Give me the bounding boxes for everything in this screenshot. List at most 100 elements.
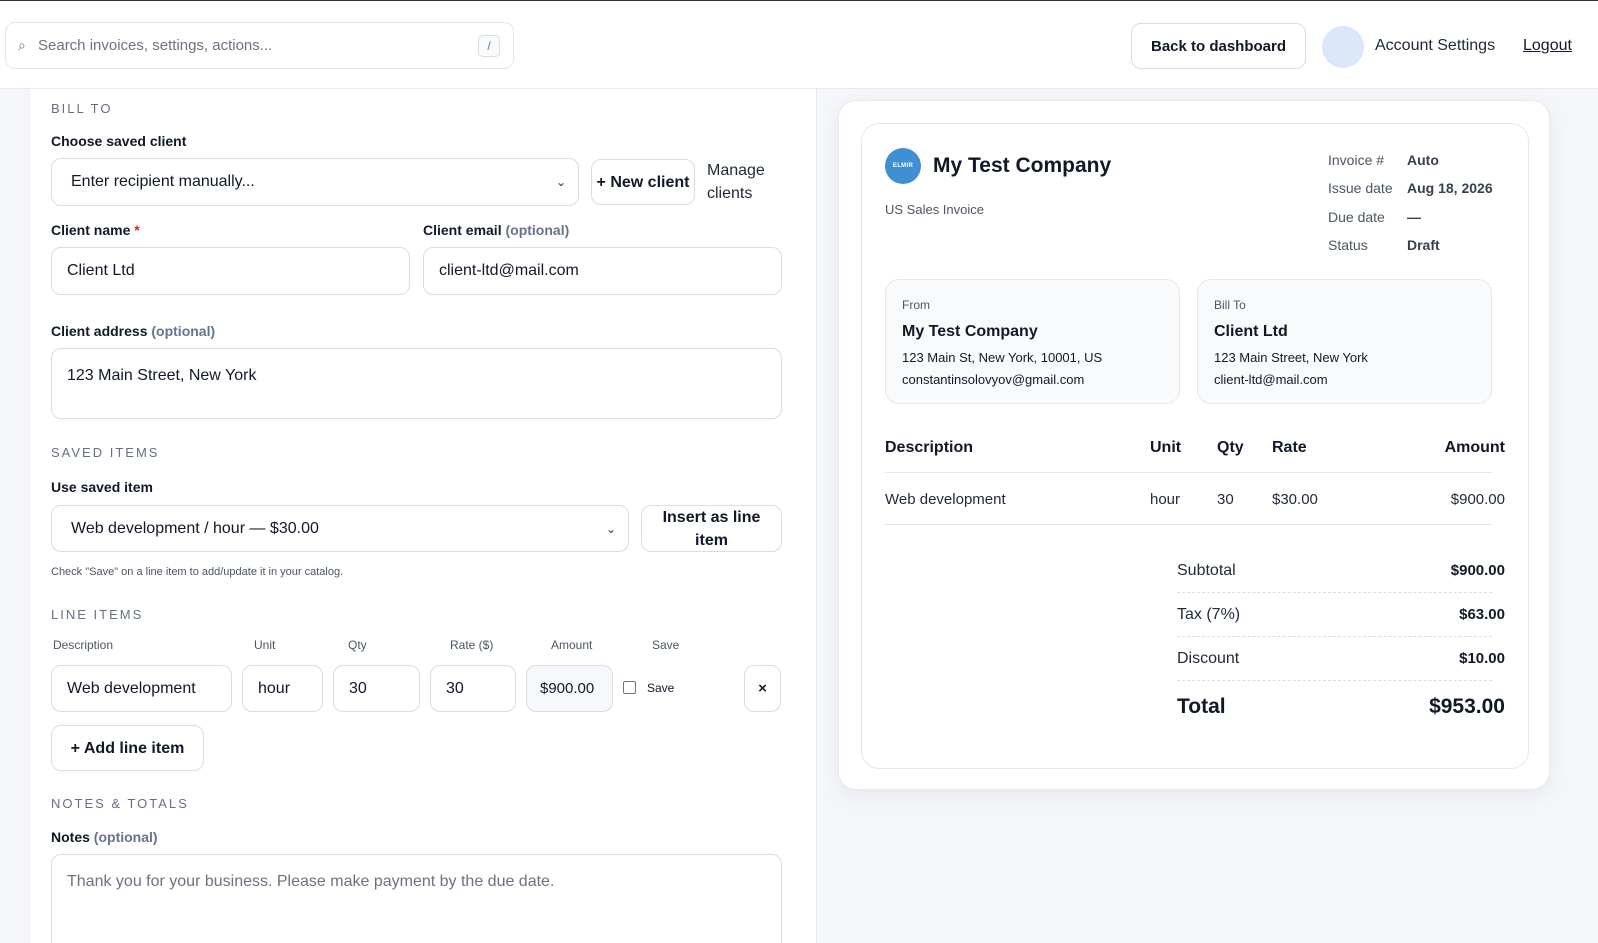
choose-client-label: Choose saved client (51, 133, 187, 149)
table-row-qty: 30 (1217, 491, 1234, 508)
client-email-field[interactable]: client-ltd@mail.com (423, 247, 782, 295)
table-header-description: Description (885, 439, 974, 456)
search-input[interactable] (38, 37, 478, 54)
manage-clients-link[interactable]: Manage clients (707, 162, 765, 202)
table-divider (885, 472, 1492, 473)
table-row-amount: $900.00 (1450, 491, 1505, 508)
line-item-qty-input[interactable]: 30 (333, 665, 420, 712)
table-header-unit: Unit (1150, 439, 1182, 456)
discount-label: Discount (1177, 650, 1240, 667)
client-select[interactable]: Enter recipient manually... ⌄ (51, 158, 579, 206)
required-marker: * (134, 222, 140, 238)
invoice-subtitle: US Sales Invoice (885, 202, 984, 217)
tax-value: $63.00 (1459, 606, 1505, 623)
client-address-label-text: Client address (51, 323, 148, 339)
table-row-rate: $30.00 (1272, 491, 1318, 508)
table-header-qty: Qty (1217, 439, 1244, 456)
client-name-label: Client name * (51, 222, 140, 238)
subtotal-value: $900.00 (1450, 562, 1505, 579)
client-email-label-text: Client email (423, 222, 502, 238)
meta-issue-date-label: Issue date (1328, 180, 1393, 196)
saved-item-select[interactable]: Web development / hour — $30.00 ⌄ (51, 505, 629, 552)
search-icon: ⌕ (18, 37, 26, 53)
bill-to-email: client-ltd@mail.com (1214, 372, 1328, 387)
table-divider (885, 524, 1492, 525)
meta-issue-date-value: Aug 18, 2026 (1407, 180, 1493, 196)
invoice-preview-card: ELMIR My Test Company US Sales Invoice I… (838, 100, 1550, 790)
col-header-unit: Unit (254, 638, 276, 652)
section-notes-totals: NOTES & TOTALS (51, 796, 189, 811)
subtotal-label: Subtotal (1177, 562, 1236, 579)
remove-line-item-button[interactable]: × (744, 665, 781, 712)
company-logo: ELMIR (885, 148, 921, 184)
company-name: My Test Company (933, 154, 1112, 177)
bill-to-name: Client Ltd (1214, 323, 1288, 340)
tax-label: Tax (7%) (1177, 606, 1241, 623)
client-email-label: Client email (optional) (423, 222, 569, 238)
client-address-field[interactable]: 123 Main Street, New York (51, 348, 782, 419)
col-header-save: Save (652, 638, 680, 652)
invoice-form-panel: BILL TO Choose saved client Enter recipi… (29, 89, 817, 943)
table-header-rate: Rate (1272, 439, 1307, 456)
line-item-amount: $900.00 (526, 665, 613, 712)
invoice-preview: ELMIR My Test Company US Sales Invoice I… (861, 123, 1529, 769)
discount-value: $10.00 (1459, 650, 1505, 667)
chevron-down-icon: ⌄ (555, 175, 566, 189)
account-settings-link[interactable]: Account Settings (1375, 37, 1496, 54)
notes-label: Notes (optional) (51, 829, 158, 845)
optional-tag: (optional) (151, 323, 216, 339)
meta-invoice-number-label: Invoice # (1328, 152, 1385, 168)
line-item-unit-input[interactable]: hour (242, 665, 323, 712)
saved-items-hint: Check "Save" on a line item to add/updat… (51, 566, 344, 578)
line-item-rate-input[interactable]: 30 (430, 665, 516, 712)
section-bill-to: BILL TO (51, 101, 113, 116)
meta-invoice-number-value: Auto (1407, 152, 1439, 168)
client-name-field[interactable]: Client Ltd (51, 247, 410, 295)
col-header-description: Description (53, 638, 114, 652)
client-address-label: Client address (optional) (51, 323, 215, 339)
top-bar: ⌕ / Back to dashboard Account Settings L… (0, 0, 1598, 89)
insert-line-item-button[interactable]: Insert as line item (641, 505, 782, 552)
notes-textarea[interactable]: Thank you for your business. Please make… (51, 854, 782, 943)
totals-divider (1177, 636, 1492, 637)
client-name-label-text: Client name (51, 222, 131, 238)
table-header-amount: Amount (1444, 439, 1505, 456)
search-box[interactable]: ⌕ / (5, 22, 514, 69)
totals-divider (1177, 680, 1492, 681)
avatar[interactable] (1322, 26, 1364, 68)
from-name: My Test Company (902, 323, 1038, 340)
total-value: $953.00 (1429, 695, 1505, 718)
meta-status-label: Status (1328, 237, 1368, 253)
col-header-rate: Rate ($) (450, 638, 494, 652)
bill-to-label: Bill To (1214, 298, 1246, 312)
search-shortcut-badge: / (478, 34, 500, 57)
totals-divider (1177, 592, 1492, 593)
add-line-item-button[interactable]: + Add line item (51, 725, 204, 771)
table-row-description: Web development (885, 491, 1006, 508)
section-line-items: LINE ITEMS (51, 607, 144, 622)
new-client-button[interactable]: + New client (591, 159, 695, 205)
meta-status-value: Draft (1407, 237, 1440, 253)
from-label: From (902, 298, 930, 312)
chevron-down-icon: ⌄ (605, 521, 616, 536)
total-label: Total (1177, 695, 1226, 718)
optional-tag: (optional) (93, 829, 158, 845)
line-item-save-label: Save (647, 681, 675, 695)
back-to-dashboard-button[interactable]: Back to dashboard (1131, 23, 1306, 69)
notes-label-text: Notes (51, 829, 90, 845)
use-saved-item-label: Use saved item (51, 479, 153, 495)
from-address-card: From My Test Company 123 Main St, New Yo… (885, 279, 1180, 404)
from-email: constantinsolovyov@gmail.com (902, 372, 1085, 387)
bill-to-address-line: 123 Main Street, New York (1214, 350, 1368, 365)
optional-tag: (optional) (505, 222, 570, 238)
section-saved-items: SAVED ITEMS (51, 445, 160, 460)
col-header-amount: Amount (551, 638, 593, 652)
line-item-description-input[interactable]: Web development (51, 665, 232, 712)
table-row-unit: hour (1150, 491, 1181, 508)
bill-to-address-card: Bill To Client Ltd 123 Main Street, New … (1197, 279, 1492, 404)
client-select-value: Enter recipient manually... (71, 173, 255, 190)
meta-due-date-value: — (1407, 209, 1421, 225)
line-item-save-checkbox[interactable] (623, 681, 636, 694)
logout-link[interactable]: Logout (1523, 37, 1572, 54)
from-address-line: 123 Main St, New York, 10001, US (902, 350, 1103, 365)
